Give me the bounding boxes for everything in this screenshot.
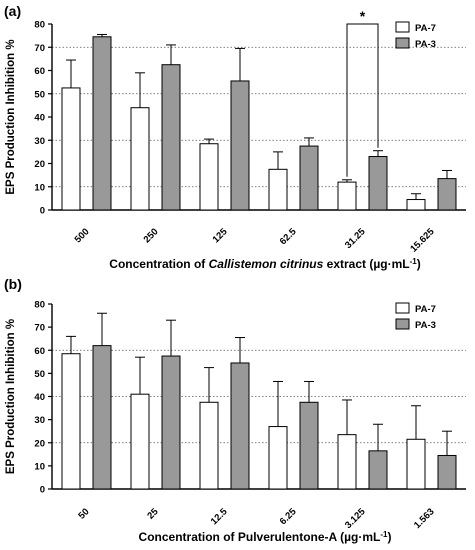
bar-pa-3-500 [92, 36, 112, 211]
y-axis-label: EPS Production Inhibition % [5, 319, 17, 474]
bar-pa-3-15_625 [437, 178, 457, 211]
x-axis-label-suffix: extract (µg·mL [323, 257, 409, 271]
legend-label-pa-3: PA-3 [415, 320, 436, 331]
bar-pa-7-1_563 [406, 438, 426, 490]
y-tick-label: 80 [34, 20, 45, 31]
bar-pa-7-31_25 [337, 181, 357, 211]
bar-pa-7-50 [61, 353, 81, 490]
legend-swatch-pa-7 [395, 21, 410, 33]
bar-pa-3-25 [161, 355, 181, 490]
bar-pa-7-62_5 [268, 168, 288, 211]
legend-swatch-pa-3 [395, 318, 410, 330]
bar-pa-3-50 [92, 345, 112, 490]
y-tick-label: 0 [40, 485, 45, 496]
bar-pa-3-31_25 [368, 156, 388, 211]
bar-pa-7-15_625 [406, 199, 426, 211]
bar-pa-3-250 [161, 64, 181, 211]
y-tick-label: 70 [34, 43, 45, 54]
bar-pa-7-6_25 [268, 426, 288, 490]
x-tick-label: 1.563 [412, 506, 437, 531]
y-tick-label: 20 [34, 438, 45, 449]
x-tick-label: 12.5 [209, 506, 230, 527]
bar-pa-3-12_5 [230, 362, 250, 490]
significance-star: * [360, 8, 366, 24]
y-tick-label: 50 [34, 369, 45, 380]
bar-pa-3-1_563 [437, 454, 457, 490]
x-axis-label: Concentration of Pulverulentone-A (µg·mL… [139, 530, 392, 545]
x-axis-label-prefix: Concentration of Pulverulentone-A (µg·mL [139, 530, 381, 544]
y-tick-label: 60 [34, 66, 45, 77]
bar-pa-3-3_125 [368, 450, 388, 490]
y-tick-label: 30 [34, 136, 45, 147]
panel-label: (b) [4, 276, 22, 292]
y-tick-label: 10 [34, 461, 45, 472]
significance-bracket [346, 23, 379, 177]
y-tick-label: 50 [34, 89, 45, 100]
x-axis-label-close: ) [417, 257, 421, 271]
x-tick-label: 3.125 [343, 506, 368, 531]
x-tick-label: 250 [142, 226, 161, 245]
legend-swatch-pa-7 [395, 302, 410, 314]
bar-pa-3-125 [230, 80, 250, 211]
legend-label-pa-7: PA-7 [415, 304, 436, 315]
y-tick-label: 10 [34, 182, 45, 193]
x-tick-label: 6.25 [278, 506, 299, 527]
x-axis-label-sup: -1 [380, 530, 388, 539]
y-tick-label: 30 [34, 415, 45, 426]
y-tick-label: 20 [34, 159, 45, 170]
bar-pa-7-250 [130, 107, 150, 211]
y-axis-label: EPS Production Inhibition % [5, 39, 17, 194]
panel-label: (a) [4, 3, 21, 19]
x-tick-label: 15.625 [408, 226, 437, 255]
x-tick-label: 500 [73, 226, 92, 245]
bar-pa-7-25 [130, 393, 150, 490]
x-tick-label: 31.25 [343, 226, 368, 251]
x-tick-label: 125 [211, 226, 230, 245]
chart-panel-a: (a) 0 10 20 30 40 50 60 70 80 EPS Production Inhib… [4, 3, 466, 271]
legend-swatch-pa-3 [395, 37, 410, 49]
y-tick-label: 60 [34, 346, 45, 357]
x-tick-label: 62.5 [278, 226, 299, 247]
chart-panel-b: (b) 0 10 20 30 40 50 60 70 80 EPS Production Inhib… [4, 276, 466, 544]
bar-pa-7-125 [199, 143, 219, 211]
bar-pa-3-6_25 [299, 401, 319, 490]
x-tick-label: 25 [145, 506, 161, 522]
x-tick-label: 50 [76, 506, 91, 521]
y-tick-label: 80 [34, 300, 45, 311]
legend-label-pa-7: PA-7 [415, 23, 436, 34]
x-axis-label-sup: -1 [410, 257, 418, 266]
y-tick-label: 40 [34, 392, 45, 403]
legend-label-pa-3: PA-3 [415, 39, 436, 50]
x-axis-label: Concentration of Callistemon citrinus ex… [109, 257, 420, 272]
x-axis-label-prefix: Concentration of [109, 257, 208, 271]
bar-pa-7-500 [61, 87, 81, 211]
y-tick-label: 40 [34, 113, 45, 124]
x-axis-label-italic: Callistemon citrinus [209, 257, 324, 271]
y-tick-label: 70 [34, 323, 45, 334]
bar-pa-7-3_125 [337, 434, 357, 490]
y-tick-label: 0 [40, 206, 45, 217]
bar-pa-7-12_5 [199, 401, 219, 490]
bar-pa-3-62_5 [299, 145, 319, 211]
x-axis-label-close: ) [387, 530, 391, 544]
